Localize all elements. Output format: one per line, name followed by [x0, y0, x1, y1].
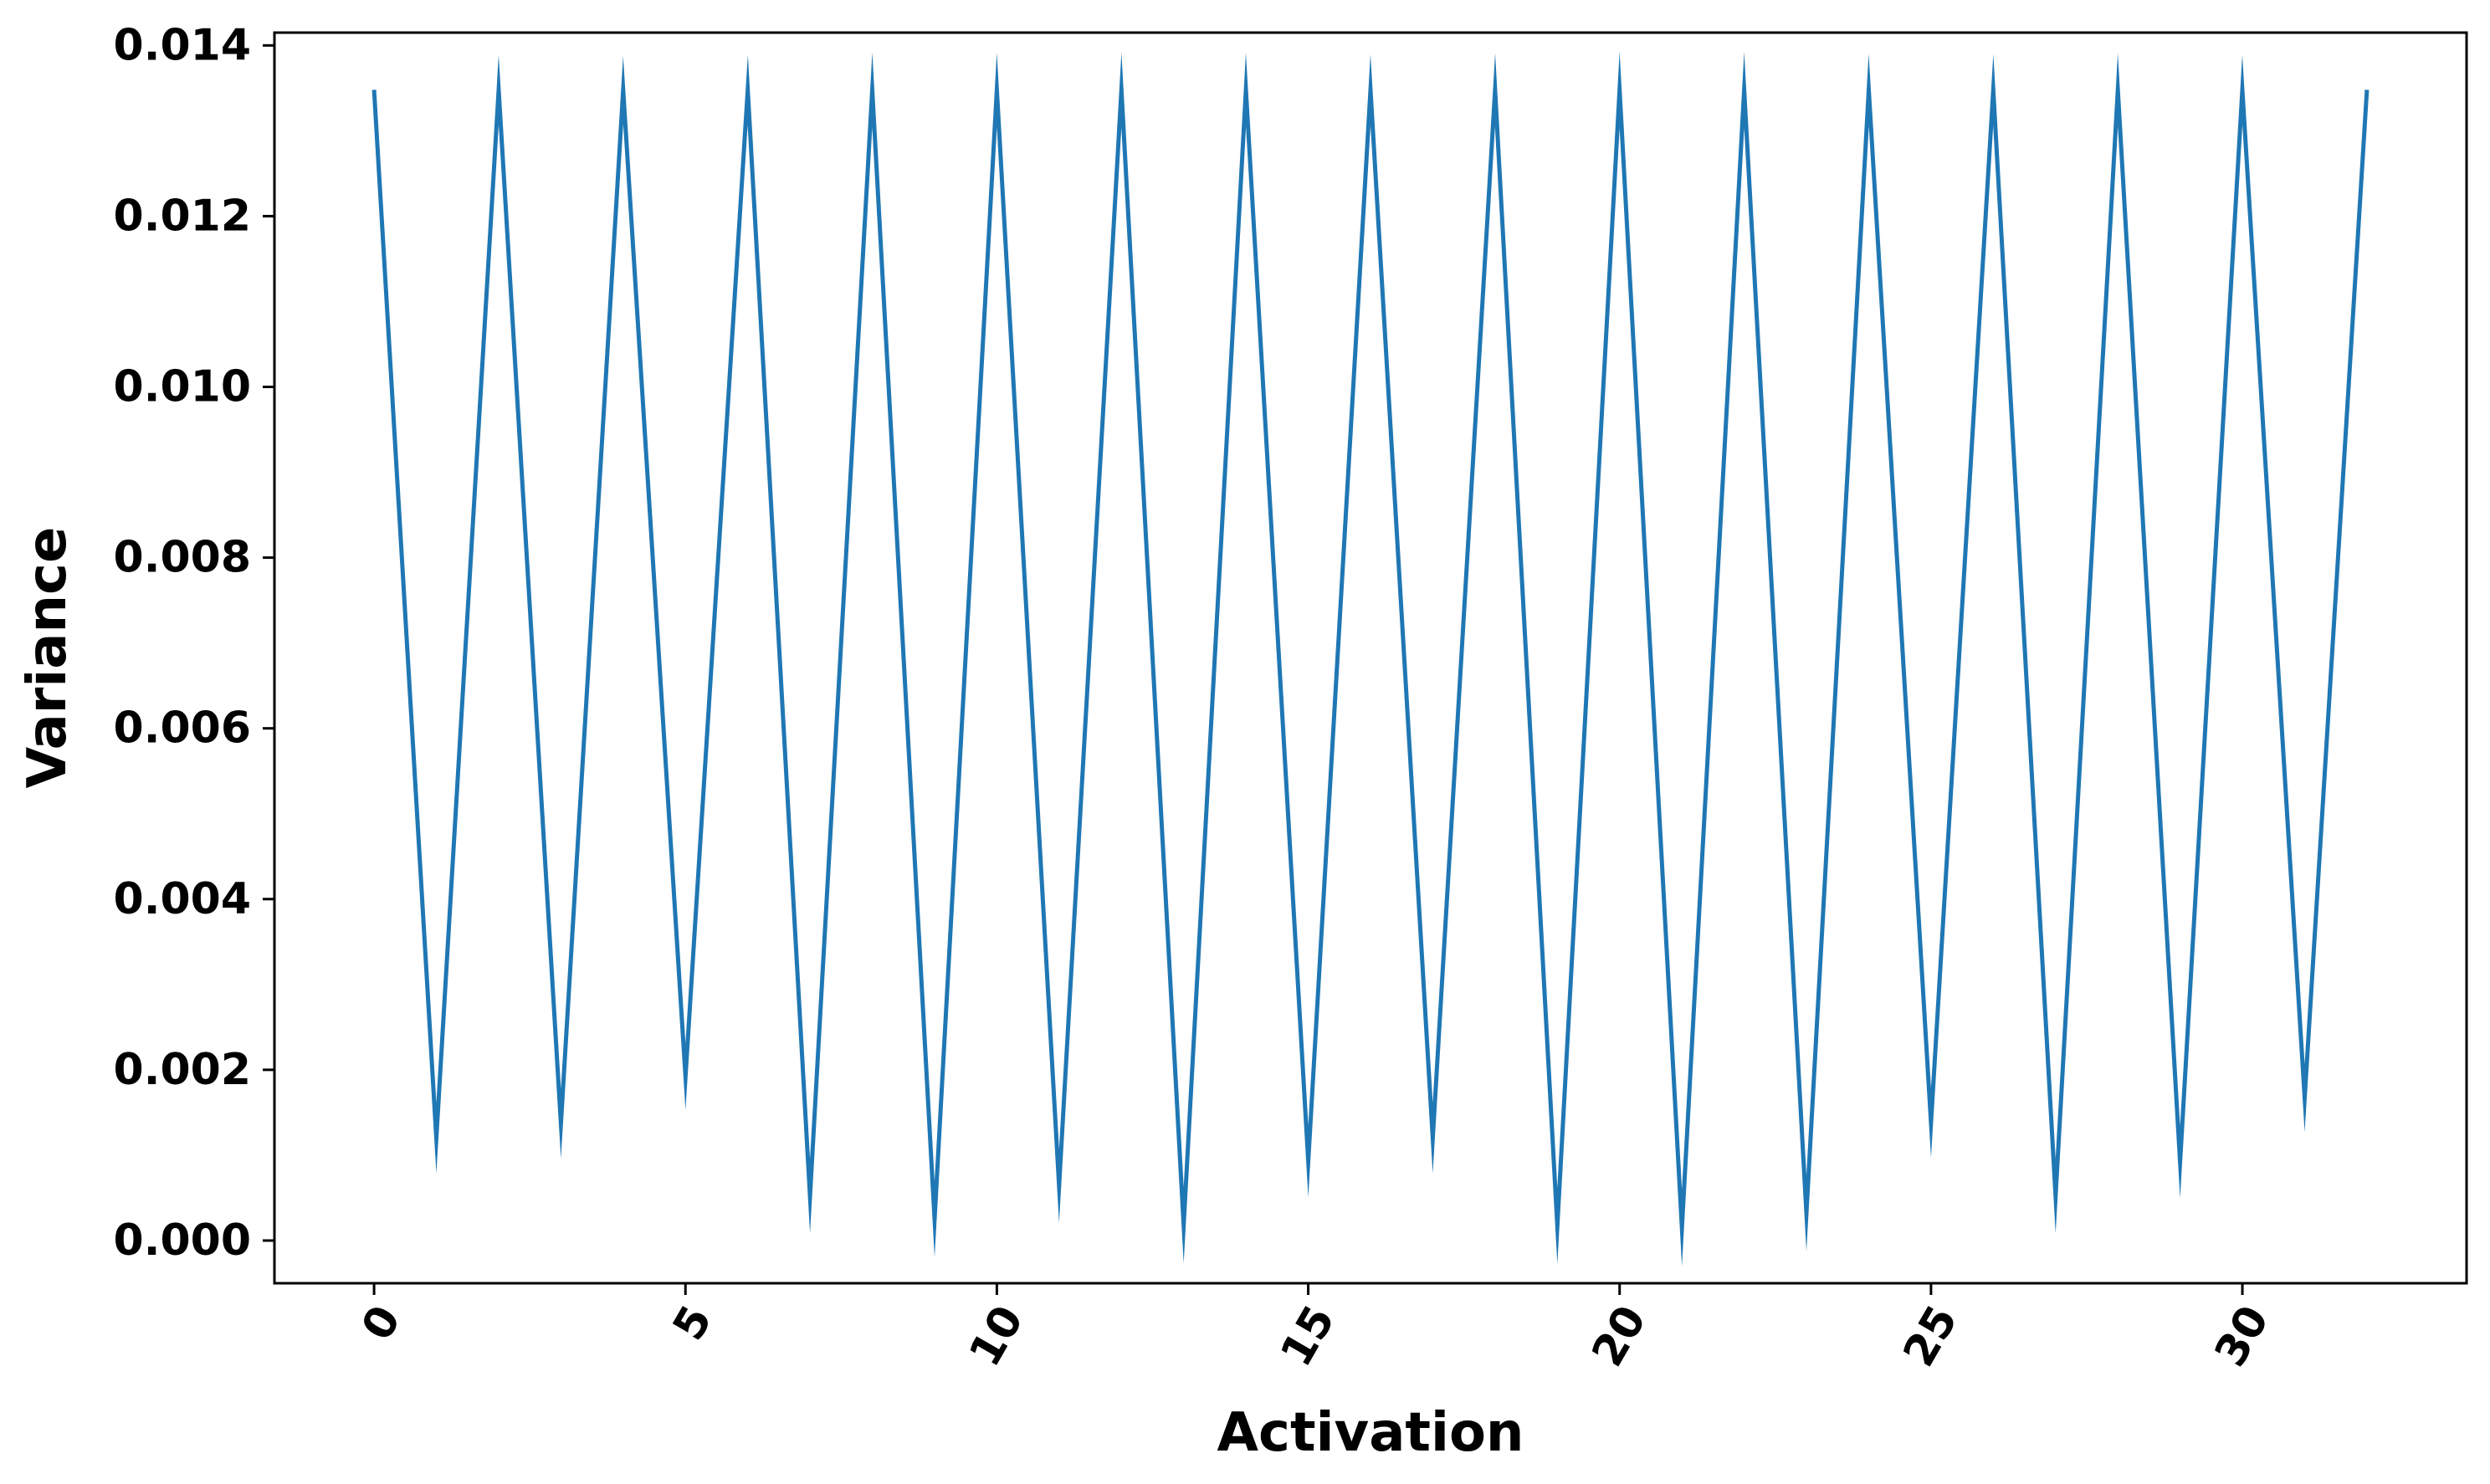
y-tick-label: 0.014 — [114, 20, 251, 70]
y-axis-ticks: 0.000 0.002 0.004 0.006 0.008 0.010 0.012 0.014 — [114, 20, 274, 1266]
plot-area — [274, 33, 2467, 1283]
x-tick-label: 5 — [663, 1297, 722, 1348]
x-axis-label: Activation — [1217, 1402, 1524, 1464]
y-tick-label: 0.002 — [114, 1045, 251, 1095]
y-axis-label: Variance — [17, 527, 79, 789]
y-tick-label: 0.012 — [114, 191, 251, 241]
series-layer — [371, 51, 2370, 1267]
series-line-0 — [371, 51, 2370, 1267]
y-tick-label: 0.006 — [114, 704, 251, 754]
y-tick-label: 0.010 — [114, 361, 251, 412]
y-tick-label: 0.004 — [114, 874, 251, 924]
x-tick-label: 0 — [352, 1297, 411, 1348]
y-tick-label: 0.008 — [114, 533, 251, 583]
x-tick-label: 20 — [1583, 1297, 1657, 1375]
y-tick-label: 0.000 — [114, 1215, 251, 1266]
x-axis-ticks: 0 5 10 15 20 25 30 — [352, 1283, 2279, 1375]
x-tick-label: 25 — [1894, 1297, 1968, 1375]
x-tick-label: 15 — [1271, 1297, 1345, 1375]
x-tick-label: 30 — [2206, 1297, 2279, 1375]
plot-frame — [273, 31, 2468, 1285]
x-tick-label: 10 — [960, 1297, 1033, 1375]
